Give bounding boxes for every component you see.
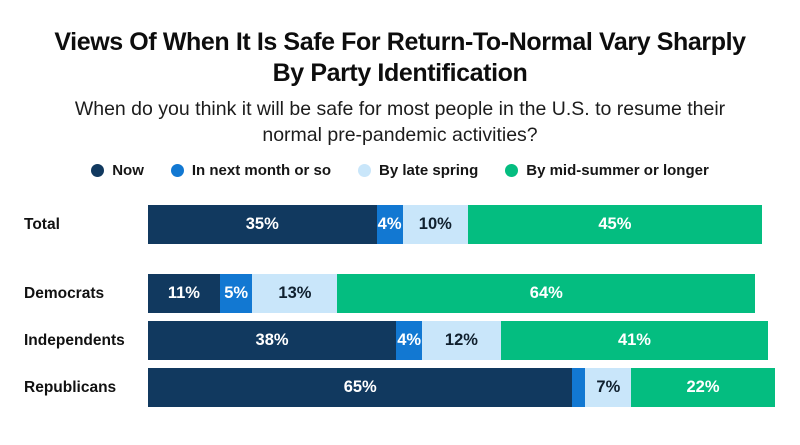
bar-segment-in-next-month-or-so: 4% [376, 205, 403, 244]
legend: Now In next month or so By late spring By m… [0, 162, 800, 179]
bar-value-label: 45% [598, 215, 632, 233]
page-title: Views Of When It Is Safe For Return-To-N… [0, 27, 800, 89]
bar-value-label: 65% [343, 378, 377, 396]
bar-segment-now: 11% [148, 274, 220, 313]
bar-segment-by-late-spring: 7% [585, 368, 632, 407]
bar-value-label: 7% [596, 378, 621, 396]
bar-track-independents: 38% 4% 12% 41% [148, 321, 800, 360]
bar-value-label: 10% [418, 215, 452, 233]
bar-segment-by-mid-summer-or-longer: 64% [337, 274, 756, 313]
title-line-1: Views Of When It Is Safe For Return-To-N… [54, 28, 746, 56]
bar-value-label: 22% [686, 378, 720, 396]
bar-value-label: 64% [529, 284, 563, 302]
bar-value-label: 12% [444, 331, 478, 349]
row-label-total: Total [24, 215, 60, 233]
survey-question: When do you think it will be safe for mo… [0, 96, 800, 148]
bar-segment-by-late-spring: 10% [402, 205, 468, 244]
bar-value-label: 35% [245, 215, 279, 233]
bar-value-label: 41% [617, 331, 651, 349]
legend-item-by-mid-summer-or-longer: By mid-summer or longer [505, 162, 709, 179]
bar-segment-by-late-spring: 13% [252, 274, 338, 313]
bar-segment-now: 65% [148, 368, 573, 407]
legend-label: In next month or so [191, 162, 332, 179]
bar-value-label: 11% [167, 284, 200, 302]
legend-dot-in-next-month-or-so-icon [170, 164, 184, 177]
legend-item-now: Now [91, 162, 144, 179]
bar-segment-by-mid-summer-or-longer: 22% [631, 368, 775, 407]
bar-value-label: 38% [255, 331, 289, 349]
bar-value-label: 4% [397, 331, 422, 349]
legend-item-in-next-month-or-so: In next month or so [170, 162, 332, 179]
bar-segment-in-next-month-or-so: 4% [396, 321, 423, 360]
legend-label: By mid-summer or longer [526, 162, 709, 179]
bar-track-republicans: 65% 7% 22% [148, 368, 800, 407]
bar-segment-in-next-month-or-so: 5% [219, 274, 253, 313]
stacked-bar-chart: Total 35% 4% 10% 45% Democrats 11% 5% 13% 64% Inde… [0, 205, 800, 407]
bar-segment-now: 38% [148, 321, 397, 360]
legend-label: By late spring [379, 162, 479, 179]
chart-row-republicans: Republicans 65% 7% 22% [0, 368, 800, 407]
row-label-republicans: Republicans [24, 378, 117, 396]
title-line-2: By Party Identification [272, 59, 528, 87]
bar-track-democrats: 11% 5% 13% 64% [148, 274, 800, 313]
bar-value-label: 4% [377, 215, 402, 233]
bar-value-label: 13% [278, 284, 312, 302]
bar-segment-in-next-month-or-so [572, 368, 586, 407]
legend-label: Now [112, 162, 144, 179]
bar-value-label: 5% [224, 284, 249, 302]
chart-row-democrats: Democrats 11% 5% 13% 64% [0, 274, 800, 313]
legend-dot-by-mid-summer-or-longer-icon [505, 164, 519, 177]
subtitle-line-2: normal pre-pandemic activities? [262, 124, 538, 146]
row-label-independents: Independents [24, 331, 125, 349]
bar-track-total: 35% 4% 10% 45% [148, 205, 800, 244]
bar-segment-by-mid-summer-or-longer: 45% [467, 205, 762, 244]
bar-segment-by-late-spring: 12% [422, 321, 501, 360]
legend-dot-by-late-spring-icon [358, 164, 372, 177]
chart-row-independents: Independents 38% 4% 12% 41% [0, 321, 800, 360]
subtitle-line-1: When do you think it will be safe for mo… [74, 98, 726, 120]
chart-row-total: Total 35% 4% 10% 45% [0, 205, 800, 244]
bar-segment-by-mid-summer-or-longer: 41% [500, 321, 769, 360]
row-label-democrats: Democrats [24, 284, 105, 302]
bar-segment-now: 35% [148, 205, 377, 244]
legend-dot-now-icon [91, 164, 105, 177]
legend-item-by-late-spring: By late spring [358, 162, 478, 179]
